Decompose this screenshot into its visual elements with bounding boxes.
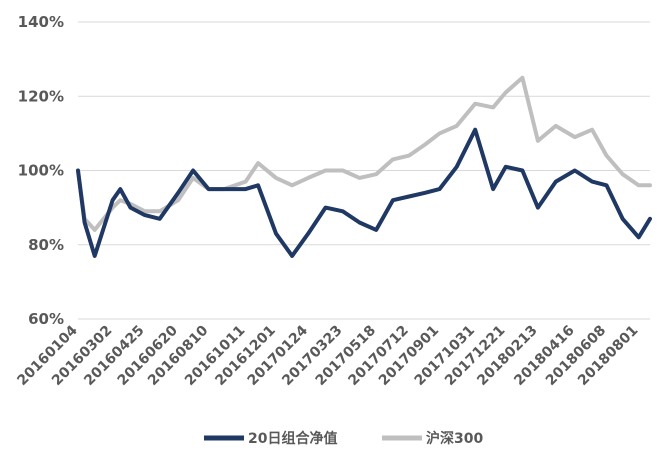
y-tick-label: 120% <box>18 87 64 105</box>
y-tick-label: 100% <box>18 162 64 180</box>
series-line <box>76 127 652 258</box>
y-tick-label: 60% <box>28 310 64 328</box>
legend-label: 20日组合净值 <box>248 430 337 447</box>
y-axis-tick-labels: 60% 80% 100% 120% 140% <box>18 13 64 328</box>
gridlines <box>78 21 650 320</box>
legend-label: 沪深300 <box>426 430 483 447</box>
y-tick-label: 80% <box>28 236 64 254</box>
y-tick-label: 140% <box>18 13 64 31</box>
series-lines <box>76 75 652 258</box>
x-axis-tick-labels: 2016010420160302201604252016062020160810… <box>14 322 641 389</box>
legend: 20日组合净值 沪深300 <box>204 430 483 447</box>
series-line <box>76 75 652 232</box>
